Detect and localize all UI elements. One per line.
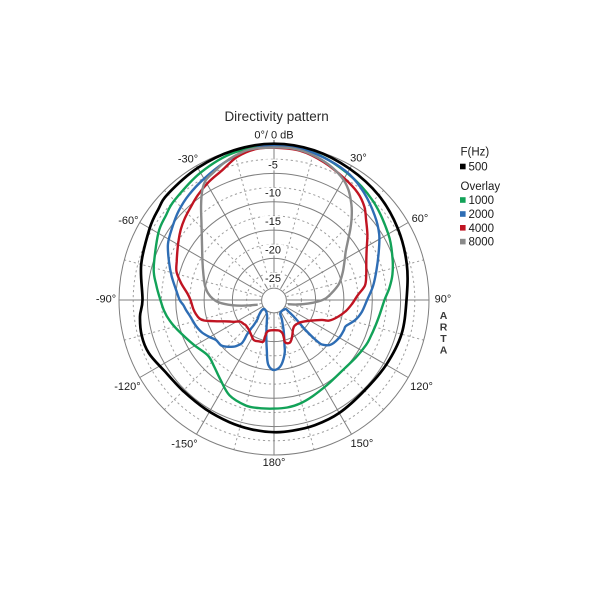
svg-text:-90°: -90° [96,294,116,306]
svg-text:-20: -20 [265,244,281,256]
svg-text:2000: 2000 [469,209,495,221]
svg-text:Directivity pattern: Directivity pattern [224,109,328,124]
svg-text:-60°: -60° [118,215,138,227]
svg-text:1000: 1000 [469,195,495,207]
svg-text:8000: 8000 [469,237,495,249]
svg-text:A: A [440,345,448,357]
svg-text:-25: -25 [265,273,281,285]
svg-text:-150°: -150° [171,438,197,450]
svg-text:30°: 30° [350,153,367,165]
svg-text:4000: 4000 [469,223,495,235]
svg-text:60°: 60° [412,213,429,225]
svg-text:-15: -15 [265,216,281,228]
svg-text:180°: 180° [263,457,286,469]
svg-text:-120°: -120° [114,381,140,393]
svg-text:F(Hz): F(Hz) [461,147,490,159]
svg-text:T: T [440,333,447,345]
svg-text:A: A [440,310,448,322]
svg-text:120°: 120° [410,381,433,393]
svg-text:-10: -10 [265,188,281,200]
svg-text:-30°: -30° [178,154,198,166]
svg-text:0°/ 0 dB: 0°/ 0 dB [254,130,293,142]
svg-text:500: 500 [469,162,488,174]
svg-text:Overlay: Overlay [461,181,501,193]
svg-text:90°: 90° [435,294,452,306]
svg-text:R: R [440,322,448,334]
svg-text:-5: -5 [268,159,278,171]
svg-text:150°: 150° [351,438,374,450]
